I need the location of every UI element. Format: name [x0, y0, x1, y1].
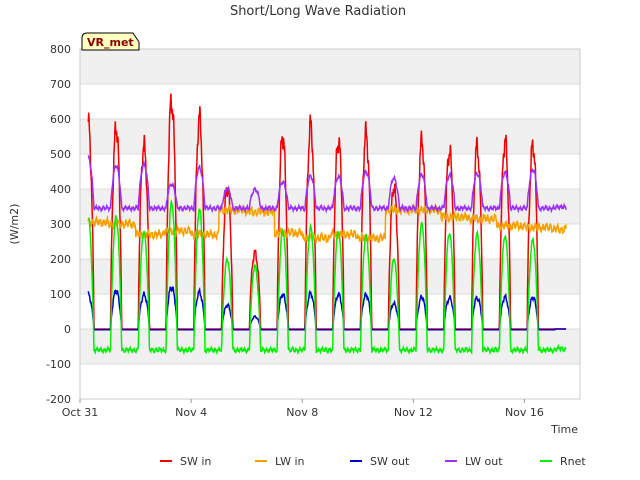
legend-label: SW in [180, 455, 211, 468]
legend: SW in LW in SW out LW out Rnet [160, 455, 586, 468]
x-tick-label: Nov 4 [175, 406, 207, 419]
station-badge-box [81, 32, 140, 51]
series-line-lw-in [87, 202, 567, 244]
plot-band [80, 329, 580, 364]
y-tick-label: 400 [50, 183, 71, 196]
y-tick-label: 500 [50, 148, 71, 161]
plot-border [79, 48, 581, 400]
x-tick-label: Oct 31 [62, 406, 99, 419]
legend-label: LW out [465, 455, 503, 468]
plot-band [80, 119, 580, 154]
series-line-rnet [87, 199, 567, 356]
plot-band [80, 259, 580, 294]
y-axis-label: (W/m2) [8, 204, 21, 245]
x-axis: Oct 31 Nov 4 Nov 8 Nov 12 Nov 16 [62, 399, 544, 419]
y-tick-label: 800 [50, 43, 71, 56]
plot-band [80, 49, 580, 84]
y-tick-label: 0 [64, 323, 71, 336]
y-tick-label: -100 [46, 358, 71, 371]
x-tick-label: Nov 16 [505, 406, 544, 419]
x-axis-label: Time [550, 423, 578, 436]
y-tick-label: 700 [50, 78, 71, 91]
y-tick-label: 200 [50, 253, 71, 266]
legend-label: Rnet [560, 455, 586, 468]
y-tick-label: 600 [50, 113, 71, 126]
series-lines [87, 93, 567, 356]
y-tick-label: 300 [50, 218, 71, 231]
y-tick-label: 100 [50, 288, 71, 301]
station-badge: VR_met [81, 32, 140, 51]
y-tick-label: -200 [46, 393, 71, 406]
series-line-sw-out [87, 286, 567, 331]
series-line-lw-out [87, 155, 567, 214]
x-tick-label: Nov 8 [286, 406, 318, 419]
legend-label: LW in [275, 455, 305, 468]
x-tick-label: Nov 12 [394, 406, 433, 419]
legend-label: SW out [370, 455, 410, 468]
station-badge-label: VR_met [87, 36, 134, 49]
y-axis: -200 -100 0 100 200 300 400 500 600 700 800 [46, 43, 71, 406]
chart-title: Short/Long Wave Radiation [230, 4, 406, 19]
